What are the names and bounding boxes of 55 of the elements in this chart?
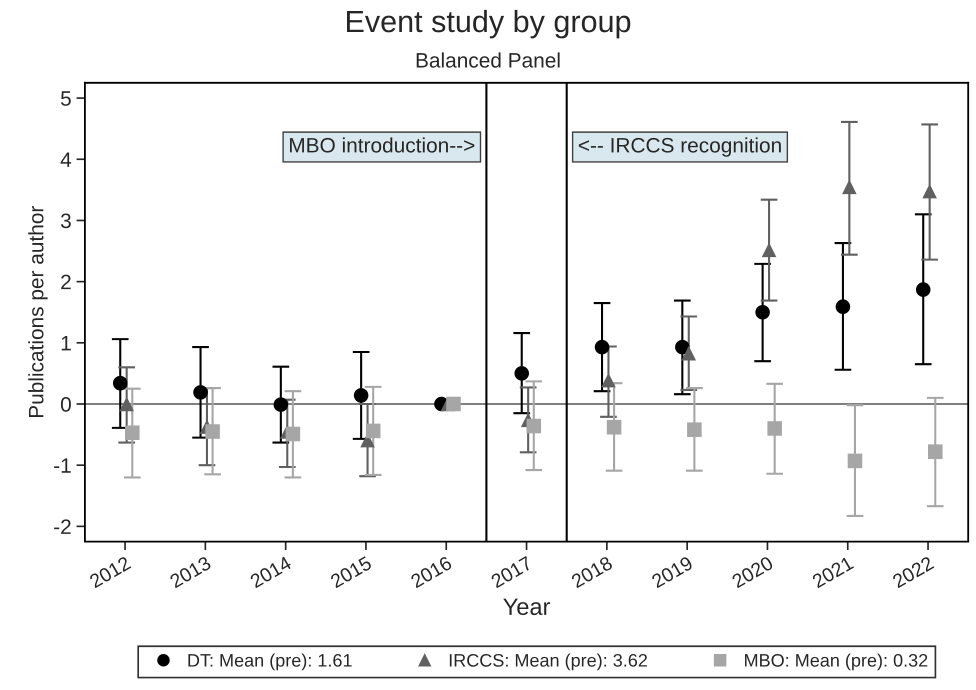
point — [514, 366, 530, 381]
annotation: <-- IRCCS recognition — [578, 137, 781, 157]
point — [848, 454, 862, 468]
x-tick-label: 2016 — [410, 556, 453, 588]
point — [601, 372, 616, 388]
point — [526, 418, 542, 434]
y-tick-label: 4 — [60, 152, 72, 167]
point — [836, 299, 850, 314]
point — [755, 304, 770, 320]
x-tick-label: 2017 — [490, 556, 533, 588]
point — [928, 444, 943, 459]
point — [675, 340, 690, 354]
annotation: MBO introduction--> — [290, 137, 474, 153]
point — [446, 396, 461, 412]
point — [205, 424, 220, 439]
point — [112, 376, 128, 390]
x-tick-label: 2012 — [88, 556, 132, 588]
x-tick-label: 2015 — [330, 556, 372, 588]
x-tick-label: 2019 — [650, 556, 694, 588]
point — [274, 397, 288, 412]
point — [681, 346, 696, 360]
y-tick-label: -1 — [54, 458, 71, 473]
y-tick-label: 2 — [61, 274, 71, 290]
x-tick-label: 2021 — [811, 556, 854, 588]
legend-label: MBO: Mean (pre): 0.32 — [745, 653, 928, 670]
y-tick-label: -2 — [54, 519, 71, 534]
chart-subtitle: Balanced Panel — [416, 52, 560, 68]
point — [594, 340, 610, 354]
point — [366, 424, 380, 438]
point — [119, 396, 134, 412]
x-tick-label: 2022 — [892, 556, 934, 588]
y-tick-label: 3 — [60, 213, 71, 228]
chart-title: Event study by group — [346, 10, 630, 38]
point — [922, 184, 937, 198]
y-tick-label: 5 — [60, 91, 71, 106]
point — [286, 426, 300, 442]
x-tick-label: 2020 — [731, 556, 774, 588]
x-tick-label: 2018 — [570, 556, 614, 588]
y-tick-label: 0 — [60, 396, 71, 412]
point — [354, 388, 368, 403]
y-tick-label: 1 — [62, 336, 71, 350]
legend-label: DT: Mean (pre): 1.61 — [188, 653, 352, 670]
point — [916, 282, 931, 297]
point — [125, 425, 140, 440]
x-tick-label: 2014 — [249, 556, 292, 588]
x-axis-title: Year — [503, 598, 550, 616]
x-tick-label: 2013 — [169, 556, 212, 588]
y-axis-title: Publications per author — [28, 206, 48, 418]
point — [842, 180, 857, 194]
point — [606, 420, 622, 435]
point — [193, 385, 208, 400]
legend-label: IRCCS: Mean (pre): 3.62 — [450, 653, 647, 670]
point — [687, 422, 702, 437]
point — [762, 242, 776, 258]
point — [767, 421, 782, 436]
